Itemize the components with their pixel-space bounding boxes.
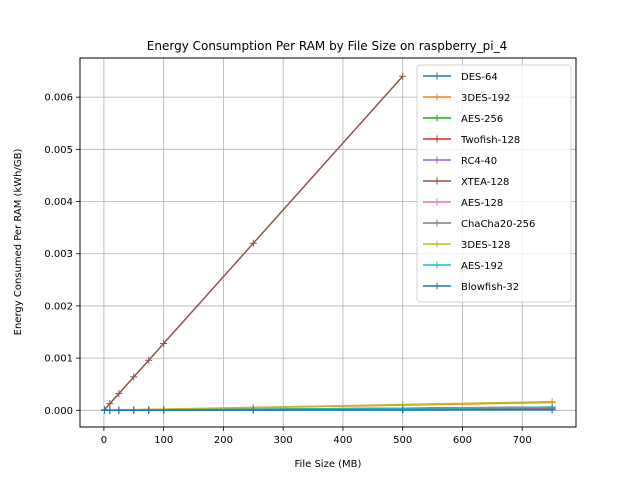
data-point-marker [249, 239, 257, 247]
legend-marker [433, 72, 441, 80]
data-point-marker [145, 356, 153, 364]
y-tick-label: 0.002 [44, 301, 73, 312]
y-tick-label: 0.006 [44, 93, 73, 104]
x-axis-label: File Size (MB) [295, 459, 362, 470]
x-tick-label: 400 [333, 435, 352, 446]
legend-item: DES-64 [423, 72, 498, 83]
legend-item: Blowfish-32 [423, 282, 519, 293]
legend-marker [433, 240, 441, 248]
legend-label: 3DES-128 [461, 240, 510, 251]
legend-marker [433, 156, 441, 164]
series-xtea-128 [101, 72, 407, 414]
legend-item: XTEA-128 [423, 177, 509, 188]
legend-label: AES-192 [461, 261, 503, 272]
y-axis-label: Energy Consumed Per RAM (kWh/GB) [13, 149, 24, 336]
x-tick-label: 700 [513, 435, 532, 446]
legend-marker [433, 114, 441, 122]
y-tick-label: 0.004 [44, 197, 73, 208]
legend-marker [433, 135, 441, 143]
y-tick-label: 0.003 [44, 249, 73, 260]
data-point-marker [106, 406, 114, 414]
series-line [103, 75, 404, 411]
legend-label: Twofish-128 [460, 135, 520, 146]
legend-item: 3DES-192 [423, 93, 510, 104]
y-tick-label: 0.000 [44, 406, 73, 417]
data-point-marker [399, 406, 407, 414]
data-point-marker [160, 406, 168, 414]
legend-item: AES-128 [423, 198, 503, 209]
data-point-marker [130, 373, 138, 381]
x-tick-label: 100 [154, 435, 173, 446]
legend-label: DES-64 [461, 72, 498, 83]
y-axis-ticks: 0.000 0.001 0.002 0.003 0.004 0.005 0.006 [44, 93, 80, 417]
legend-item: AES-192 [423, 261, 503, 272]
legend-marker [433, 219, 441, 227]
legend-item: 3DES-128 [423, 240, 510, 251]
legend-item: Twofish-128 [423, 135, 520, 146]
x-axis-ticks: 0 100 200 300 400 500 600 700 [101, 427, 532, 446]
data-point-marker [145, 406, 153, 414]
legend-item: AES-256 [423, 114, 503, 125]
data-point-marker [130, 406, 138, 414]
data-point-marker [548, 406, 556, 414]
series-blowfish-32 [101, 406, 556, 414]
legend-label: XTEA-128 [461, 177, 509, 188]
legend-marker [433, 198, 441, 206]
legend-marker [433, 177, 441, 185]
legend: DES-64 3DES-192 AES-256 Twofish-128 RC4-40 XT… [416, 64, 572, 303]
data-point-marker [106, 400, 114, 408]
plot-frame [79, 57, 577, 428]
legend-marker [433, 282, 441, 290]
legend-marker [433, 261, 441, 269]
data-point-marker [115, 406, 123, 414]
legend-item: RC4-40 [423, 156, 497, 167]
legend-label: AES-128 [461, 198, 503, 209]
legend-label: ChaCha20-256 [461, 219, 535, 230]
data-point-marker [115, 390, 123, 398]
y-tick-label: 0.001 [44, 354, 73, 365]
y-tick-label: 0.005 [44, 145, 73, 156]
legend-label: 3DES-192 [461, 93, 510, 104]
legend-label: AES-256 [461, 114, 503, 125]
x-tick-label: 500 [393, 435, 412, 446]
chart-title: Energy Consumption Per RAM by File Size … [147, 39, 507, 53]
x-tick-label: 300 [274, 435, 293, 446]
x-tick-label: 0 [101, 435, 107, 446]
legend-label: RC4-40 [461, 156, 497, 167]
data-point-marker [249, 406, 257, 414]
legend-item: ChaCha20-256 [423, 219, 535, 230]
legend-box [416, 64, 572, 303]
x-tick-label: 200 [214, 435, 233, 446]
data-point-marker [399, 72, 407, 80]
series-lines [101, 72, 556, 414]
x-tick-label: 600 [453, 435, 472, 446]
legend-marker [433, 93, 441, 101]
data-point-marker [160, 339, 168, 347]
legend-label: Blowfish-32 [461, 282, 519, 293]
